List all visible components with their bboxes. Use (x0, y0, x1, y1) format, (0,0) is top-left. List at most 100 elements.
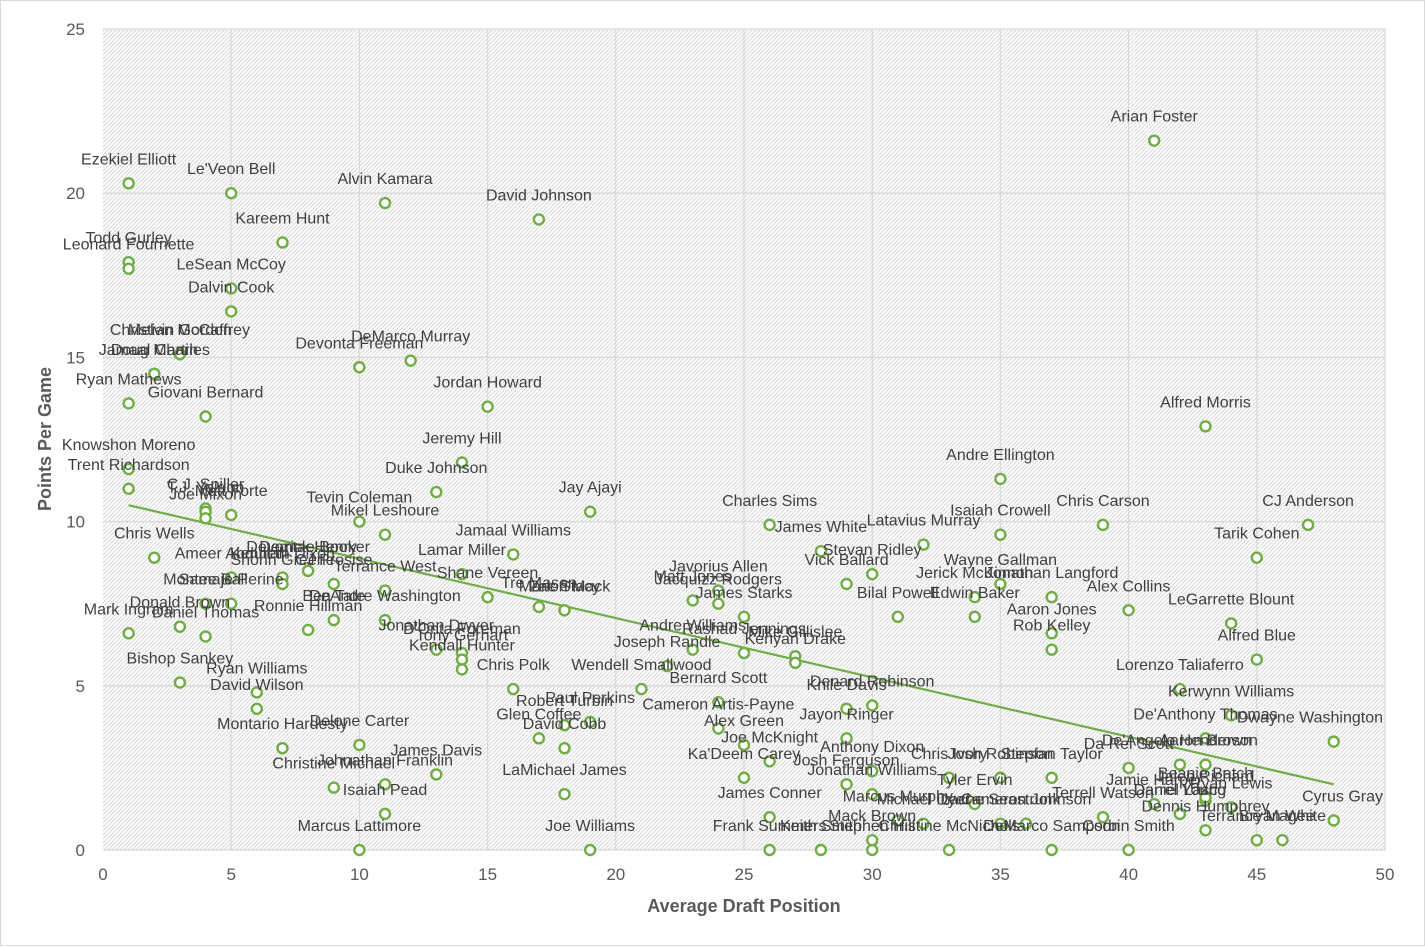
data-point (583, 505, 597, 518)
data-point (276, 741, 289, 755)
data-point (430, 768, 443, 781)
point-label: Alfred Morris (1160, 394, 1251, 411)
data-point (712, 584, 725, 597)
data-point (994, 472, 1007, 486)
point-label: Chris Ivory (911, 746, 987, 763)
data-point (455, 567, 469, 581)
y-tick-label: 10 (66, 513, 85, 532)
data-point (840, 702, 853, 715)
point-label: Montee Ball (163, 572, 248, 589)
point-label: Daniel Lasco (1134, 782, 1227, 799)
data-point (122, 627, 135, 640)
point-label: Ryan Mathews (76, 371, 182, 388)
data-point (1148, 797, 1161, 811)
data-point (301, 564, 315, 578)
data-point (1199, 791, 1212, 804)
data-point (994, 577, 1007, 591)
gridlines (103, 28, 1386, 851)
data-point (558, 719, 571, 732)
x-tick-label: 25 (735, 865, 754, 884)
point-label: Knile Davis (807, 677, 887, 694)
point-label: Jamaal Charles (99, 342, 210, 359)
point-label: Latavius Murray (867, 513, 981, 530)
data-point (1045, 643, 1058, 656)
data-points (122, 134, 1340, 857)
point-label: Devonta Freeman (295, 335, 423, 352)
data-point (276, 577, 289, 591)
y-axis-title: Points Per Game (35, 367, 55, 511)
point-label: Alvin Kamara (337, 171, 432, 188)
x-tick-label: 45 (1247, 865, 1266, 884)
data-point (1301, 518, 1315, 532)
point-label: Mike Gillislee (748, 624, 842, 641)
data-point (224, 571, 238, 584)
point-label: Andre Ellington (946, 447, 1055, 464)
x-tick-label: 50 (1376, 865, 1395, 884)
data-point (866, 843, 879, 857)
point-label: CJ Prosise (295, 552, 372, 569)
point-label: Leonard Fournette (63, 237, 195, 254)
data-point (481, 400, 494, 413)
data-point (199, 630, 212, 643)
point-labels: Ezekiel Elliott Le'Veon Bell Alvin Kamara D… (62, 109, 1383, 835)
point-label: Kenneth Dixon (230, 545, 335, 562)
point-label: Donald Brown (130, 595, 231, 612)
point-label: Isaiah Pead (343, 782, 428, 799)
point-label: Tyler Ervin (937, 772, 1013, 789)
point-label: Christine McNichols (878, 818, 1019, 835)
data-point (686, 594, 699, 607)
point-label: Stephen Hill (829, 818, 915, 835)
data-point (1096, 518, 1110, 532)
data-point (1045, 843, 1058, 857)
data-point (737, 646, 751, 660)
data-point (1224, 709, 1238, 722)
point-label: Bernard Scott (669, 670, 767, 687)
data-point (276, 236, 289, 249)
point-label: Trent Richardson (68, 457, 190, 474)
data-point (224, 305, 238, 318)
point-label: Jay Ajayi (559, 480, 622, 497)
point-label: Ben Tate (302, 588, 365, 605)
point-label: Glen Coffee (496, 706, 581, 723)
point-label: Dennis Humphrey (1141, 798, 1269, 815)
data-point (122, 177, 135, 190)
data-point (1224, 617, 1238, 630)
point-label: Terrell Watson (1052, 785, 1154, 802)
data-point (866, 787, 879, 801)
data-point (866, 699, 879, 712)
point-label: Michael Dyer (877, 792, 971, 809)
point-label: Christine Michael (272, 756, 395, 773)
data-point (507, 548, 520, 561)
data-point (122, 397, 135, 410)
point-label: Stepfan Taylor (1001, 746, 1104, 763)
y-tick-label: 5 (76, 677, 85, 696)
point-label: Isaiah Crowell (950, 503, 1050, 520)
point-label: Andre Williams (639, 618, 746, 635)
data-point (917, 817, 930, 830)
point-label: Tevin Coleman (306, 490, 412, 507)
trendline-group (128, 504, 1334, 786)
data-point (558, 787, 571, 801)
data-point (1199, 420, 1212, 433)
data-point (1045, 771, 1058, 784)
point-label: Doug Martin (111, 342, 198, 359)
point-label: Dwayne Washington (1237, 710, 1383, 727)
point-label: D'Onta Foreman (403, 621, 521, 638)
point-label: Denard Robinson (810, 674, 935, 691)
point-label: Ryan Lewis (1190, 775, 1273, 792)
data-point (1327, 814, 1340, 827)
point-label: Jonathan Dwyer (379, 618, 495, 635)
point-label: Josh Ferguson (794, 752, 900, 769)
data-point (199, 410, 212, 423)
data-point (840, 577, 853, 591)
data-point (866, 764, 879, 778)
data-point (507, 682, 520, 696)
data-point (1199, 732, 1212, 745)
data-point (455, 653, 469, 666)
data-point (481, 590, 494, 604)
point-label: Joe McKnight (721, 729, 818, 746)
point-label: Aaron Jones (1007, 601, 1097, 618)
data-point (583, 843, 597, 857)
data-point (763, 843, 776, 857)
point-label: James White (775, 519, 868, 536)
